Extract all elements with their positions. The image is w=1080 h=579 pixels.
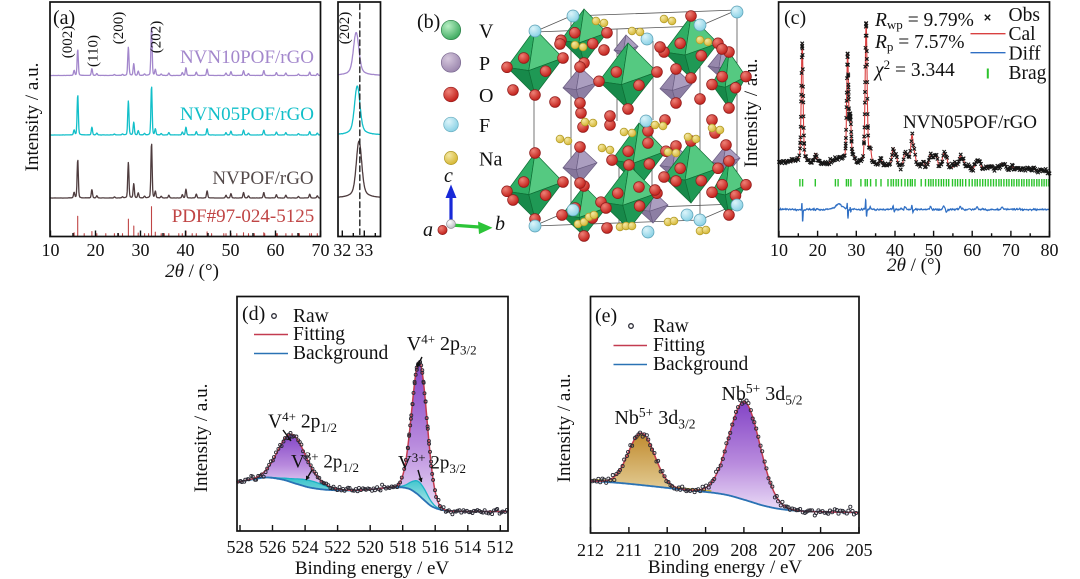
svg-text:Background: Background <box>293 343 389 364</box>
svg-text:40: 40 <box>886 240 904 260</box>
svg-text:V4+ 2p3/2: V4+ 2p3/2 <box>407 332 477 358</box>
svg-text:Binding energy / eV: Binding energy / eV <box>295 558 450 579</box>
svg-text:518: 518 <box>389 537 416 557</box>
svg-text:(202): (202) <box>149 21 165 54</box>
svg-text:207: 207 <box>769 540 796 560</box>
svg-text:2θ / (°): 2θ / (°) <box>165 261 219 282</box>
svg-text:b: b <box>495 213 505 235</box>
svg-text:c: c <box>444 165 453 187</box>
svg-text:Intensity / a.u.: Intensity / a.u. <box>22 63 43 172</box>
svg-text:33: 33 <box>355 240 373 260</box>
svg-text:208: 208 <box>730 540 757 560</box>
svg-text:20: 20 <box>87 240 105 260</box>
svg-text:514: 514 <box>454 537 481 557</box>
svg-text:Nb5+ 3d3/2: Nb5+ 3d3/2 <box>614 405 695 432</box>
svg-text:NVN10POF/rGO: NVN10POF/rGO <box>180 47 314 68</box>
svg-text:Intensity / a.u.: Intensity / a.u. <box>741 59 762 168</box>
svg-text:Background: Background <box>653 354 749 375</box>
svg-text:V4+ 2p1/2: V4+ 2p1/2 <box>268 409 337 435</box>
svg-text:a: a <box>423 219 433 241</box>
svg-text:Obs: Obs <box>1009 5 1040 26</box>
svg-text:512: 512 <box>487 537 514 557</box>
svg-text:(002): (002) <box>60 26 76 59</box>
svg-text:524: 524 <box>292 537 319 557</box>
svg-text:522: 522 <box>324 537 351 557</box>
svg-text:50: 50 <box>925 240 943 260</box>
svg-text:212: 212 <box>577 540 604 560</box>
svg-text:80: 80 <box>1041 240 1059 260</box>
svg-text:Rwp = 9.79%: Rwp = 9.79% <box>874 10 974 32</box>
svg-text:V: V <box>479 21 494 43</box>
svg-text:528: 528 <box>227 537 254 557</box>
svg-text:10: 10 <box>770 240 788 260</box>
svg-text:70: 70 <box>1002 240 1020 260</box>
svg-text:Nb5+ 3d5/2: Nb5+ 3d5/2 <box>721 381 802 408</box>
svg-text:Fitting: Fitting <box>653 335 705 356</box>
svg-text:70: 70 <box>312 240 330 260</box>
svg-text:Raw: Raw <box>653 316 689 337</box>
svg-text:32: 32 <box>333 240 351 260</box>
svg-text:205: 205 <box>846 540 873 560</box>
svg-text:210: 210 <box>654 540 681 560</box>
svg-text:Intensity / a.u.: Intensity / a.u. <box>191 384 212 493</box>
svg-text:Diff: Diff <box>1009 44 1042 65</box>
svg-text:520: 520 <box>357 537 384 557</box>
svg-text:40: 40 <box>177 240 195 260</box>
svg-text:Na: Na <box>479 149 502 171</box>
svg-text:Rp = 7.57%: Rp = 7.57% <box>874 32 965 54</box>
svg-text:10: 10 <box>42 240 60 260</box>
svg-text:206: 206 <box>807 540 834 560</box>
svg-text:209: 209 <box>692 540 719 560</box>
svg-text:(b): (b) <box>417 11 440 33</box>
svg-text:Binding energy / eV: Binding energy / eV <box>648 557 803 578</box>
svg-text:Intensity / a.u.: Intensity / a.u. <box>554 374 575 483</box>
svg-text:(202): (202) <box>337 12 353 45</box>
svg-text:NVN05POF/rGO: NVN05POF/rGO <box>903 112 1037 133</box>
svg-text:V3+ 2p1/2: V3+ 2p1/2 <box>291 449 359 475</box>
svg-text:P: P <box>479 53 490 75</box>
svg-text:Brag: Brag <box>1009 63 1047 84</box>
svg-text:60: 60 <box>963 240 981 260</box>
svg-text:F: F <box>479 115 490 137</box>
svg-text:2θ / (°): 2θ / (°) <box>887 255 941 276</box>
svg-text:50: 50 <box>222 240 240 260</box>
svg-text:PDF#97-024-5125: PDF#97-024-5125 <box>172 206 315 227</box>
svg-text:(200): (200) <box>111 12 127 45</box>
svg-text:30: 30 <box>132 240 150 260</box>
svg-text:(110): (110) <box>86 35 102 67</box>
svg-text:Fitting: Fitting <box>293 324 345 345</box>
svg-text:211: 211 <box>616 540 642 560</box>
svg-text:NVPOF/rGO: NVPOF/rGO <box>212 168 313 189</box>
svg-text:(c): (c) <box>784 7 806 29</box>
svg-text:(e): (e) <box>595 305 617 327</box>
svg-text:Raw: Raw <box>293 306 329 327</box>
svg-text:(d): (d) <box>242 303 265 325</box>
svg-text:χ2 = 3.344: χ2 = 3.344 <box>873 57 955 81</box>
svg-text:(a): (a) <box>53 7 75 29</box>
svg-text:30: 30 <box>847 240 865 260</box>
svg-text:20: 20 <box>809 240 827 260</box>
svg-text:NVN05POF/rGO: NVN05POF/rGO <box>180 104 314 125</box>
svg-text:Cal: Cal <box>1009 24 1037 45</box>
svg-text:60: 60 <box>267 240 285 260</box>
svg-text:O: O <box>479 85 493 107</box>
svg-text:526: 526 <box>259 537 286 557</box>
svg-text:V3+ 2p3/2: V3+ 2p3/2 <box>398 450 466 476</box>
svg-text:516: 516 <box>422 537 449 557</box>
